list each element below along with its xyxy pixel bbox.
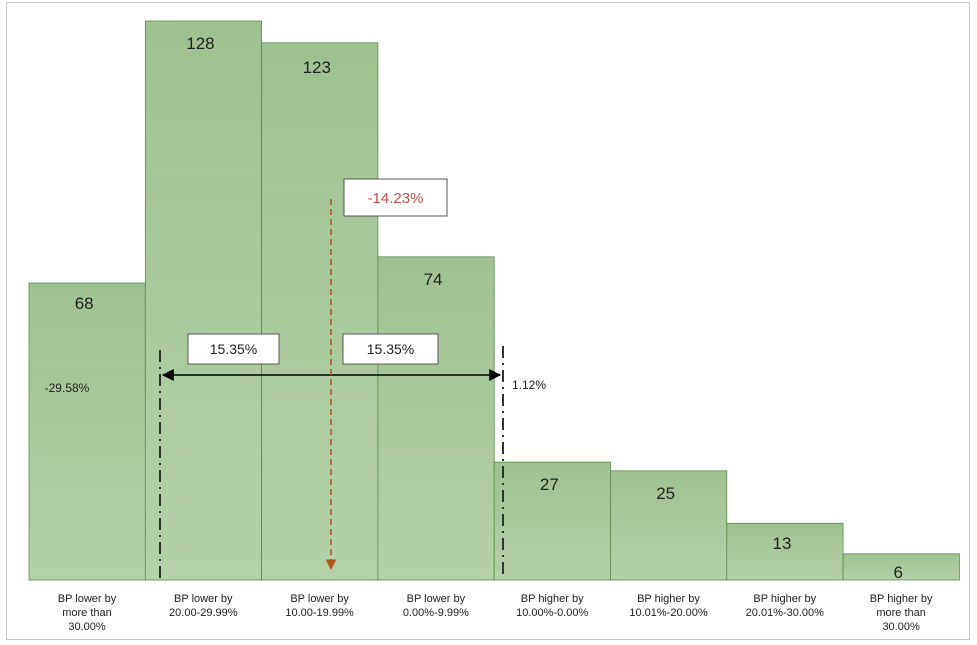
bar-value-label-8: 6 [894,563,903,582]
category-label-line: 30.00% [68,621,106,633]
span-left-label: 15.35% [210,341,257,357]
bar-value-label-4: 74 [424,270,443,289]
category-label-line: BP higher by [520,593,584,605]
bar-value-label-2: 128 [186,34,214,53]
bar-8 [842,553,960,581]
right-value-annotation: 1.12% [512,378,546,392]
value-labels-group: 68 128 123 74 27 25 13 6 [75,34,903,582]
span-right-label-box [342,333,439,365]
category-label-line: 0.00%-9.99% [402,607,469,619]
category-label-line: BP lower by [57,593,117,605]
category-label-line: BP lower by [174,593,233,605]
mean-label: -14.23% [368,190,424,207]
left-value-annotation: -29.58% [45,381,90,395]
category-label-line: more than [876,607,926,619]
bar-5 [493,461,611,581]
category-label-line: BP higher by [869,593,933,605]
annotations-group: 15.35% 15.35% -14.23% -29.58% 1.12% [45,178,546,578]
bar-2 [144,20,263,581]
span-right-label: 15.35% [367,341,414,357]
bar-4 [377,256,495,581]
bar-value-label-6: 25 [656,484,675,503]
bar-value-label-1: 68 [75,294,94,313]
category-label-4: BP lower by 0.00%-9.99% [378,592,494,620]
bar-value-label-7: 13 [772,534,791,553]
category-label-line: 10.01%-20.00% [629,607,708,619]
bar-value-label-5: 27 [540,475,559,494]
category-label-3: BP lower by 10.00-19.99% [262,592,378,620]
category-label-line: 20.01%-30.00% [745,607,824,619]
category-label-1: BP lower by more than 30.00% [29,592,145,634]
category-label-6: BP higher by 10.01%-20.00% [611,592,727,620]
category-label-5: BP higher by 10.00%-0.00% [494,592,610,620]
category-label-line: 10.00%-0.00% [516,607,589,619]
span-left-label-box [187,333,280,365]
bars-group [28,20,960,581]
category-label-8: BP higher by more than 30.00% [843,592,959,634]
bar-3 [261,42,379,581]
histogram-chart: 68 128 123 74 27 25 13 6 15.35% 15.35% -14.23% -29… [28,20,960,582]
chart-frame: 68 128 123 74 27 25 13 6 15.35% 15.35% -14.23% -29… [6,2,970,640]
category-label-7: BP higher by 20.01%-30.00% [727,592,843,620]
category-label-2: BP lower by 20.00-29.99% [145,592,261,620]
category-label-line: 10.00-19.99% [285,607,354,619]
bar-6 [610,470,728,581]
bar-7 [726,522,844,581]
category-label-line: 30.00% [882,621,920,633]
category-label-line: 20.00-29.99% [169,607,238,619]
category-label-line: more than [62,607,112,619]
bar-value-label-3: 123 [303,58,331,77]
category-label-line: BP lower by [406,593,466,605]
category-label-line: BP higher by [637,593,700,605]
mean-label-box [343,178,448,217]
category-label-line: BP lower by [290,593,349,605]
category-label-line: BP higher by [753,593,817,605]
bar-1 [28,282,146,581]
